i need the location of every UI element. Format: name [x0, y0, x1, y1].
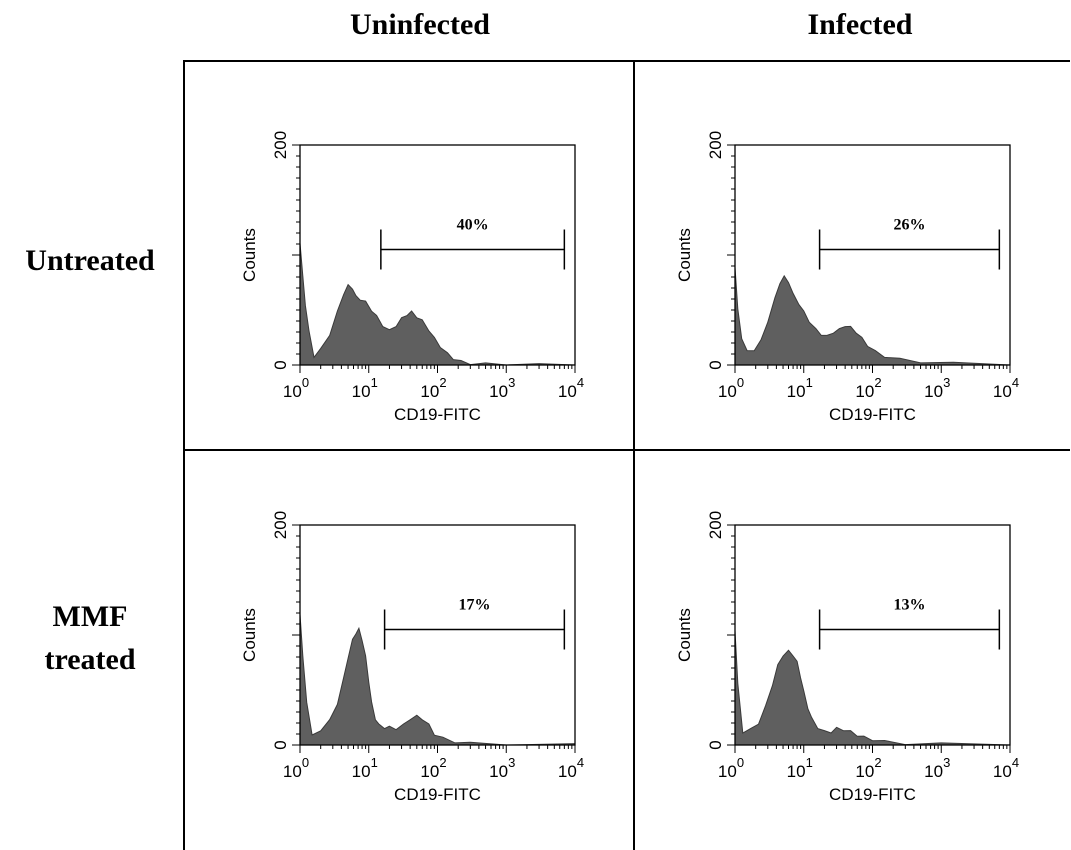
gate-percent-label: 17%	[458, 597, 490, 614]
row-header-untreated: Untreated	[25, 244, 155, 277]
y-tick-label: 200	[706, 511, 725, 539]
x-tick-exponent: 4	[577, 375, 584, 390]
gate-percent-label: 40%	[457, 217, 489, 234]
x-tick-exponent: 4	[1012, 755, 1019, 770]
x-axis-label: CD19-FITC	[829, 785, 916, 804]
x-tick-label: 101	[787, 375, 813, 401]
row-header-mmf: MMF	[52, 600, 128, 633]
x-axis-label: CD19-FITC	[829, 405, 916, 424]
x-tick-label: 100	[283, 375, 309, 401]
histogram-area	[734, 267, 1011, 366]
x-tick-exponent: 4	[577, 755, 584, 770]
y-tick-label: 200	[706, 131, 725, 159]
x-tick-exponent: 1	[371, 755, 378, 770]
row-header-treated: treated	[44, 643, 136, 676]
y-tick-label: 0	[271, 740, 290, 749]
histogram-area	[734, 630, 1011, 746]
x-tick-label: 101	[352, 375, 378, 401]
x-tick-exponent: 1	[806, 755, 813, 770]
histogram-mmf-infected: 0 200 100 101 102 103 104 CD19-FITC Counts 13%	[640, 455, 1060, 835]
x-tick-exponent: 1	[371, 375, 378, 390]
x-tick-exponent: 3	[943, 375, 950, 390]
y-axis-label: Counts	[675, 608, 694, 662]
gate-percent-label: 26%	[893, 217, 925, 234]
x-tick-label: 103	[924, 755, 950, 781]
x-tick-exponent: 2	[439, 375, 446, 390]
x-tick-exponent: 2	[439, 755, 446, 770]
x-tick-exponent: 4	[1012, 375, 1019, 390]
x-tick-label: 102	[420, 755, 446, 781]
y-axis-label: Counts	[240, 228, 259, 282]
x-tick-exponent: 3	[508, 375, 515, 390]
x-tick-exponent: 3	[943, 755, 950, 770]
column-header-infected: Infected	[807, 8, 913, 41]
histogram-mmf-uninfected: 0 200 100 101 102 103 104 CD19-FITC Counts 17%	[205, 455, 625, 835]
x-tick-exponent: 0	[737, 755, 744, 770]
histogram-area	[299, 614, 576, 746]
x-tick-label: 104	[993, 755, 1019, 781]
x-tick-exponent: 1	[806, 375, 813, 390]
grid-divider-horizontal	[183, 449, 1070, 451]
histogram-untreated-infected: 0 200 100 101 102 103 104 CD19-FITC Counts 26%	[640, 75, 1060, 455]
gate-percent-label: 13%	[893, 597, 925, 614]
y-axis-label: Counts	[675, 228, 694, 282]
x-tick-exponent: 0	[302, 375, 309, 390]
histogram-area	[299, 242, 576, 366]
x-tick-exponent: 0	[302, 755, 309, 770]
x-tick-label: 102	[420, 375, 446, 401]
x-tick-label: 104	[558, 375, 584, 401]
x-tick-label: 100	[283, 755, 309, 781]
x-tick-label: 104	[558, 755, 584, 781]
x-tick-exponent: 2	[874, 755, 881, 770]
x-tick-label: 100	[718, 375, 744, 401]
x-tick-label: 102	[855, 375, 881, 401]
x-tick-label: 104	[993, 375, 1019, 401]
x-tick-exponent: 2	[874, 375, 881, 390]
x-tick-label: 103	[489, 375, 515, 401]
y-tick-label: 200	[271, 511, 290, 539]
x-tick-label: 102	[855, 755, 881, 781]
x-tick-label: 101	[787, 755, 813, 781]
x-tick-label: 100	[718, 755, 744, 781]
panel-grid	[183, 60, 1070, 850]
x-tick-label: 103	[924, 375, 950, 401]
x-axis-label: CD19-FITC	[394, 405, 481, 424]
x-axis-label: CD19-FITC	[394, 785, 481, 804]
column-header-uninfected: Uninfected	[350, 8, 490, 41]
y-tick-label: 0	[706, 360, 725, 369]
y-tick-label: 0	[271, 360, 290, 369]
x-tick-label: 101	[352, 755, 378, 781]
x-tick-exponent: 3	[508, 755, 515, 770]
y-tick-label: 200	[271, 131, 290, 159]
x-tick-exponent: 0	[737, 375, 744, 390]
x-tick-label: 103	[489, 755, 515, 781]
histogram-untreated-uninfected: 0 200 100 101 102 103 104 CD19-FITC Counts 40%	[205, 75, 625, 455]
y-tick-label: 0	[706, 740, 725, 749]
grid-divider-vertical	[633, 60, 635, 850]
y-axis-label: Counts	[240, 608, 259, 662]
